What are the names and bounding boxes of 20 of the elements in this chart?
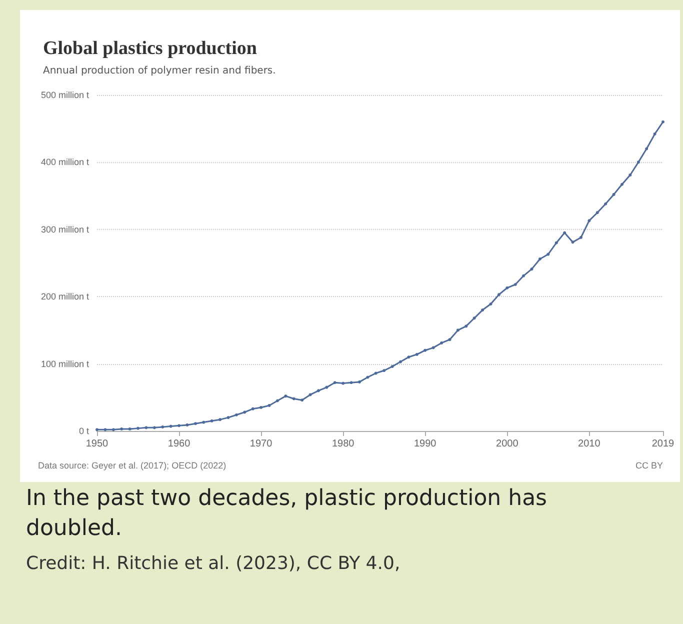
x-tick-label: 1980 [332,438,355,450]
chart-title: Global plastics production [43,38,258,59]
y-tick-label: 300 million t [40,224,90,234]
x-tick-label: 1970 [250,438,273,450]
text: CC BY [635,460,664,470]
source-note: Data source: Geyer et al. (2017); OECD (2022) [38,460,226,470]
x-tick-label: 1960 [168,438,191,450]
y-tick-label: 500 million t [40,90,90,100]
x-tick-label: 2010 [578,438,601,450]
text: Credit: H. Ritchie et al. (2023), CC BY 4.0, [26,552,400,576]
y-tick-label: 0 t [78,426,90,436]
chart-subtitle: Annual production of polymer resin and fibers. [43,66,276,76]
y-tick-label: 100 million t [40,358,90,369]
y-tick-label: 200 million t [40,292,90,302]
y-tick-label: 400 million t [40,157,90,168]
x-tick-label: 1950 [86,438,109,450]
x-tick-label: 2019 [652,438,675,450]
x-tick-label: 1990 [414,438,437,450]
x-tick-label: 2000 [496,438,519,450]
text: In the past two decades, plastic production has doubled. [26,485,548,543]
